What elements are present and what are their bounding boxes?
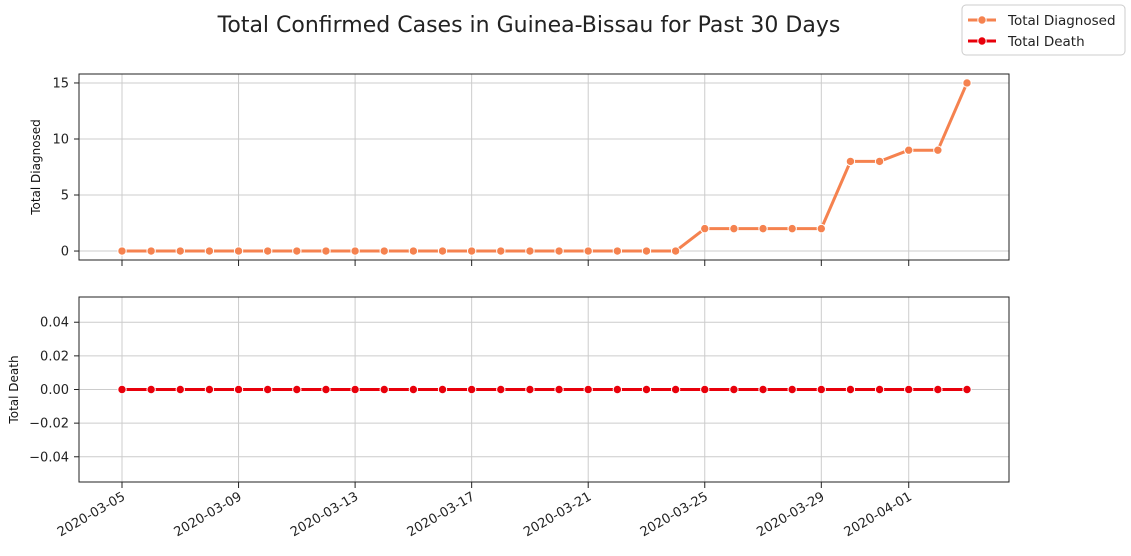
data-point [787, 223, 797, 234]
data-point [496, 384, 506, 395]
data-point [554, 384, 564, 395]
data-point [845, 384, 856, 395]
data-point [700, 223, 710, 234]
data-point [670, 384, 681, 395]
plot-frame [78, 73, 1010, 261]
data-point [437, 246, 448, 256]
y-axis-label: Total Diagnosed [29, 119, 43, 216]
data-point [379, 246, 389, 256]
y-tick-label: 0.02 [40, 349, 69, 364]
y-tick-label: −0.02 [29, 417, 69, 432]
data-point [496, 246, 506, 256]
data-point [321, 384, 331, 395]
y-tick-label: 0.04 [40, 316, 69, 331]
data-point [874, 384, 885, 395]
x-tick-label: 2020-04-01 [842, 489, 915, 540]
data-point [729, 223, 739, 234]
legend-box [961, 4, 1126, 56]
data-point [233, 246, 244, 256]
x-tick-label: 2020-03-25 [638, 489, 711, 540]
data-point [262, 384, 273, 395]
x-tick-label: 2020-03-17 [405, 489, 478, 540]
data-point [292, 384, 302, 395]
data-point [845, 156, 856, 167]
data-point [758, 223, 768, 234]
y-tick-label: 15 [52, 76, 69, 91]
legend-label: Total Death [1007, 34, 1085, 50]
data-point [962, 384, 972, 395]
series-line [120, 81, 969, 253]
y-tick-label: −0.04 [29, 450, 69, 465]
legend: Total Diagnosed Total Death [961, 4, 1126, 56]
data-point [204, 384, 215, 395]
x-tick-label: 2020-03-13 [288, 489, 361, 540]
x-tick-label: 2020-03-21 [521, 489, 594, 540]
data-point [379, 384, 389, 395]
chart-title: Total Confirmed Cases in Guinea-Bissau f… [217, 13, 841, 38]
data-point [729, 384, 739, 395]
data-point [700, 384, 710, 395]
data-point [612, 246, 623, 256]
data-point [466, 246, 477, 256]
data-point [816, 384, 827, 395]
data-point [758, 384, 768, 395]
data-point [904, 384, 914, 395]
data-point [408, 384, 419, 395]
data-point [437, 384, 448, 395]
data-point [933, 145, 943, 155]
data-point [146, 246, 156, 256]
data-point [321, 246, 331, 256]
x-tick-label: 2020-03-09 [172, 489, 245, 540]
data-point [612, 384, 623, 395]
data-point [904, 145, 914, 155]
data-point [204, 246, 215, 256]
data-point [466, 384, 477, 395]
data-point [962, 78, 972, 88]
data-point [641, 384, 652, 395]
x-tick-label: 2020-03-29 [754, 489, 827, 540]
data-point [175, 384, 185, 395]
data-point [262, 246, 273, 256]
data-point [146, 384, 156, 395]
data-point [350, 246, 360, 256]
data-point [874, 156, 885, 167]
data-point [117, 246, 127, 256]
data-point [670, 246, 681, 256]
legend-marker [977, 15, 987, 25]
legend-label: Total Diagnosed [1007, 13, 1116, 29]
data-point [175, 246, 185, 256]
y-axis-label: Total Death [7, 355, 21, 424]
data-point [117, 384, 127, 395]
data-point [292, 246, 302, 256]
legend-marker [977, 36, 987, 46]
data-point [583, 246, 593, 256]
data-point [233, 384, 244, 395]
data-point [816, 223, 827, 234]
data-point [641, 246, 652, 256]
data-point [554, 246, 564, 256]
y-tick-label: 10 [52, 132, 69, 147]
x-tick-label: 2020-03-05 [55, 489, 128, 540]
y-tick-label: 0.00 [40, 383, 69, 398]
data-point [787, 384, 797, 395]
y-tick-label: 0 [61, 245, 69, 260]
data-point [525, 384, 535, 395]
data-point [583, 384, 593, 395]
data-point [525, 246, 535, 256]
data-point [350, 384, 360, 395]
data-point [933, 384, 943, 395]
data-point [408, 246, 419, 256]
panels-layer: 0 5 10 15 Total Diagnosed −0.04 −0.02 0.00 0.02 0… [7, 73, 1010, 540]
y-tick-label: 5 [61, 189, 69, 204]
